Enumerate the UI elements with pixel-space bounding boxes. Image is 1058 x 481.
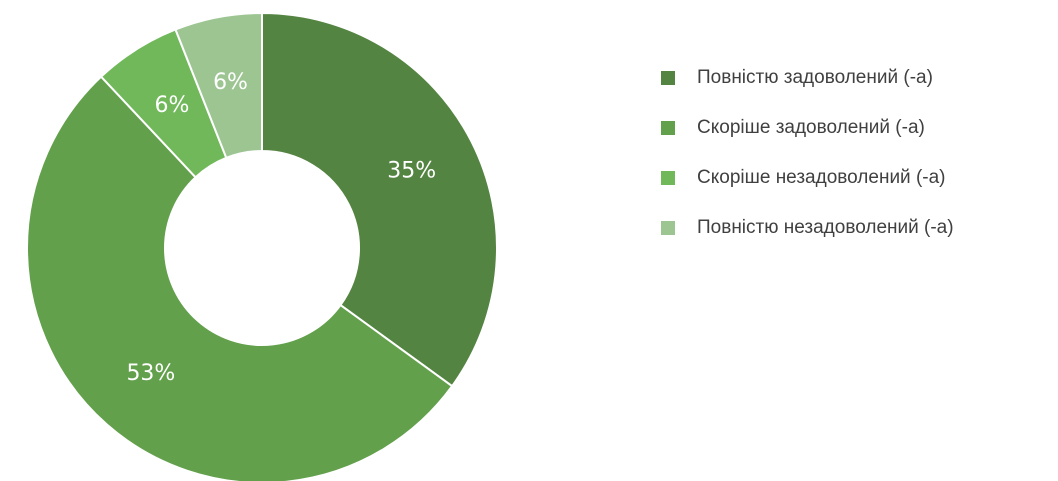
data-label: 6% xyxy=(213,70,248,95)
data-label: 53% xyxy=(126,361,175,386)
legend-swatch xyxy=(661,171,675,185)
data-label: 35% xyxy=(387,159,436,184)
donut-slice xyxy=(26,75,454,481)
donut-slice xyxy=(261,11,498,388)
legend-label: Скоріше задоволений (-а) xyxy=(697,117,925,138)
donut-slice xyxy=(174,11,263,160)
legend-swatch xyxy=(661,221,675,235)
legend-swatch xyxy=(661,121,675,135)
data-label: 6% xyxy=(155,93,190,118)
legend-label: Скоріше незадоволений (-а) xyxy=(697,167,946,188)
legend-label: Повністю задоволений (-а) xyxy=(697,67,933,88)
legend-swatch xyxy=(661,71,675,85)
legend-label: Повністю незадоволений (-а) xyxy=(697,217,954,238)
